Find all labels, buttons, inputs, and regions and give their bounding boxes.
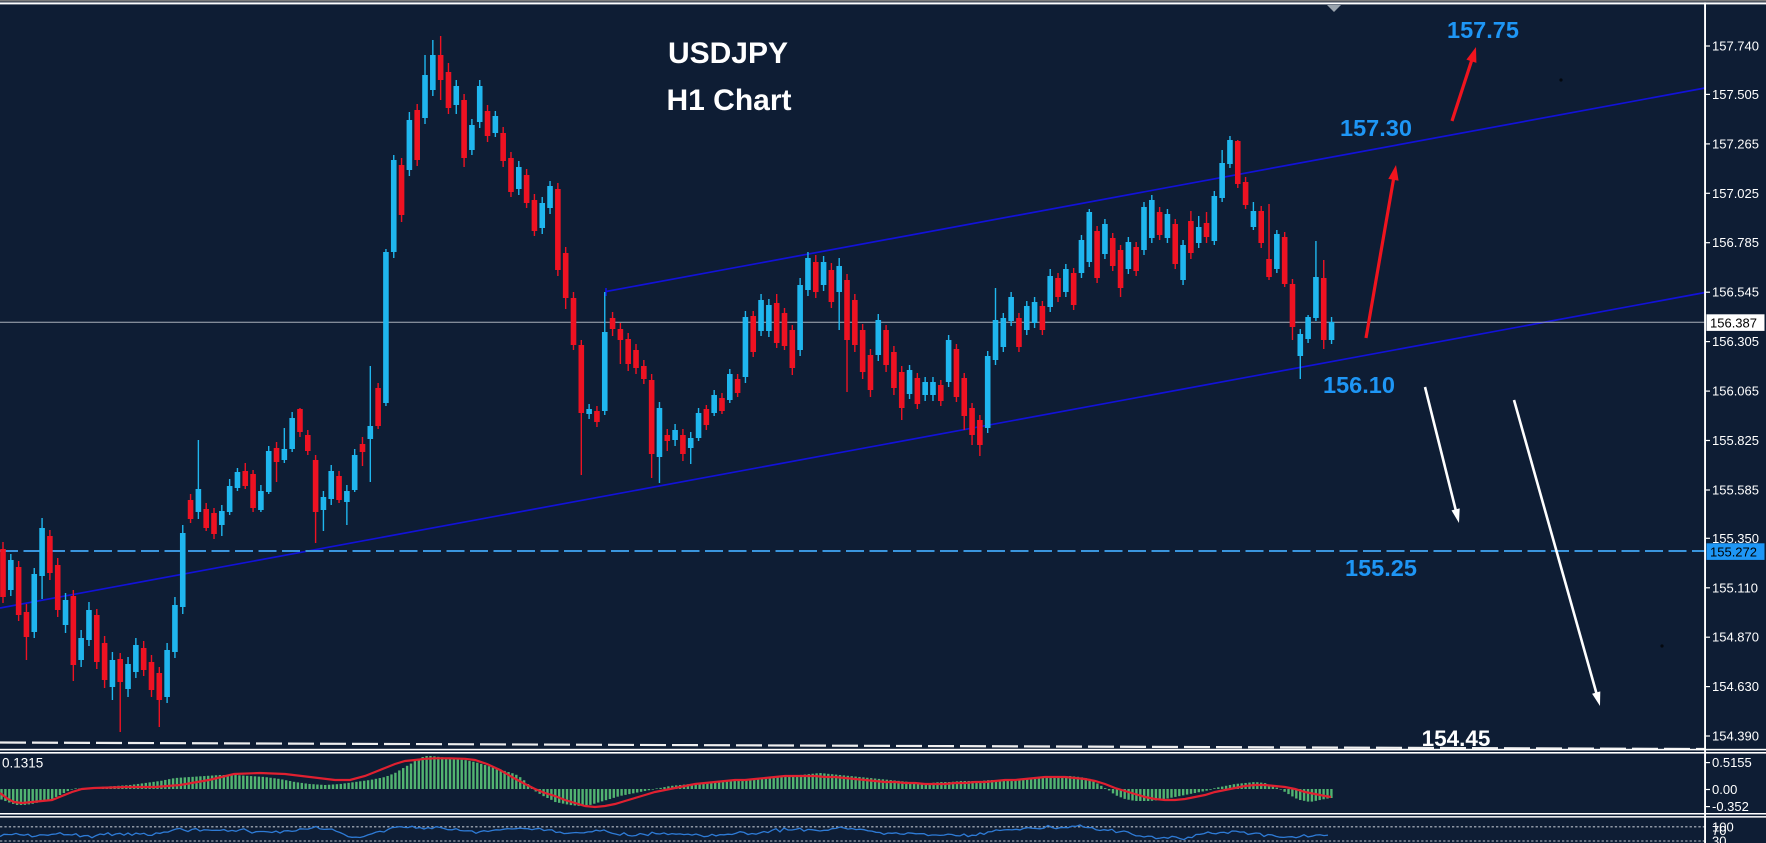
svg-text:154.870: 154.870: [1712, 630, 1759, 645]
svg-text:155.25: 155.25: [1345, 555, 1417, 581]
svg-text:70: 70: [1712, 823, 1726, 838]
svg-text:USDJPY: USDJPY: [668, 37, 788, 70]
svg-text:154.630: 154.630: [1712, 679, 1759, 694]
svg-text:154.390: 154.390: [1712, 729, 1759, 744]
svg-text:0.5155: 0.5155: [1712, 755, 1752, 770]
svg-text:155.585: 155.585: [1712, 483, 1759, 498]
svg-text:0.1315: 0.1315: [2, 756, 43, 771]
svg-text:0.00: 0.00: [1712, 782, 1737, 797]
svg-text:156.387: 156.387: [1710, 315, 1757, 330]
svg-text:156.065: 156.065: [1712, 384, 1759, 399]
svg-text:157.505: 157.505: [1712, 87, 1759, 102]
svg-text:157.30: 157.30: [1340, 115, 1412, 141]
svg-text:H1 Chart: H1 Chart: [666, 84, 791, 117]
svg-text:156.785: 156.785: [1712, 235, 1759, 250]
svg-text:155.272: 155.272: [1710, 544, 1757, 559]
svg-text:155.825: 155.825: [1712, 433, 1759, 448]
svg-text:155.350: 155.350: [1712, 531, 1759, 546]
svg-text:155.110: 155.110: [1712, 580, 1758, 595]
svg-text:156.305: 156.305: [1712, 334, 1759, 349]
svg-text:-0.352: -0.352: [1712, 799, 1749, 814]
svg-text:157.740: 157.740: [1712, 39, 1759, 54]
svg-text:30: 30: [1712, 834, 1726, 843]
svg-text:157.025: 157.025: [1712, 186, 1759, 201]
svg-text:154.45: 154.45: [1422, 726, 1491, 751]
svg-text:156.545: 156.545: [1712, 285, 1759, 300]
svg-text:156.10: 156.10: [1323, 372, 1395, 398]
svg-text:157.265: 157.265: [1712, 136, 1759, 151]
svg-text:157.75: 157.75: [1447, 17, 1519, 43]
svg-text:100: 100: [1712, 820, 1734, 835]
